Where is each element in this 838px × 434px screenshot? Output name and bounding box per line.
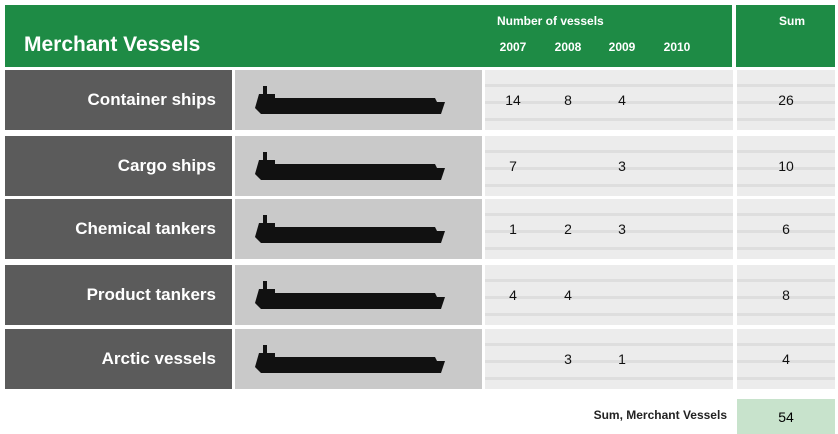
- sum-label: Sum: [770, 14, 814, 28]
- row-sum: 6: [766, 221, 806, 237]
- row-sum: 4: [766, 351, 806, 367]
- year-label: 2007: [493, 40, 533, 54]
- ship-cell: [235, 329, 482, 389]
- count: 2: [548, 221, 588, 237]
- row-sum: 10: [766, 158, 806, 174]
- ship-silhouette: [235, 265, 482, 325]
- count: 4: [493, 287, 533, 303]
- row-name: Container ships: [5, 70, 232, 130]
- group-label: Number of vessels: [497, 14, 604, 28]
- ship-silhouette: [235, 329, 482, 389]
- count: 3: [602, 158, 642, 174]
- row-sum: 8: [766, 287, 806, 303]
- count: 1: [493, 221, 533, 237]
- footer-total: 54: [737, 399, 835, 434]
- year-label: 2009: [602, 40, 642, 54]
- row-name: Cargo ships: [5, 136, 232, 196]
- count: 3: [548, 351, 588, 367]
- ship-cell: [235, 70, 482, 130]
- year-label: 2008: [548, 40, 588, 54]
- count: 3: [602, 221, 642, 237]
- count: 1: [602, 351, 642, 367]
- ship-cell: [235, 265, 482, 325]
- row-name: Chemical tankers: [5, 199, 232, 259]
- ship-cell: [235, 136, 482, 196]
- footer-label: Sum, Merchant Vessels: [484, 396, 727, 434]
- title: Merchant Vessels: [24, 33, 200, 57]
- row-name: Product tankers: [5, 265, 232, 325]
- ship-silhouette: [235, 136, 482, 196]
- count: 8: [548, 92, 588, 108]
- count: 14: [493, 92, 533, 108]
- year-label: 2010: [657, 40, 697, 54]
- count: 7: [493, 158, 533, 174]
- ship-silhouette: [235, 70, 482, 130]
- row-sum: 26: [766, 92, 806, 108]
- row-name: Arctic vessels: [5, 329, 232, 389]
- count: 4: [548, 287, 588, 303]
- ship-silhouette: [235, 199, 482, 259]
- count: 4: [602, 92, 642, 108]
- ship-cell: [235, 199, 482, 259]
- page: Merchant Vessels Number of vessels Sum S…: [0, 0, 838, 434]
